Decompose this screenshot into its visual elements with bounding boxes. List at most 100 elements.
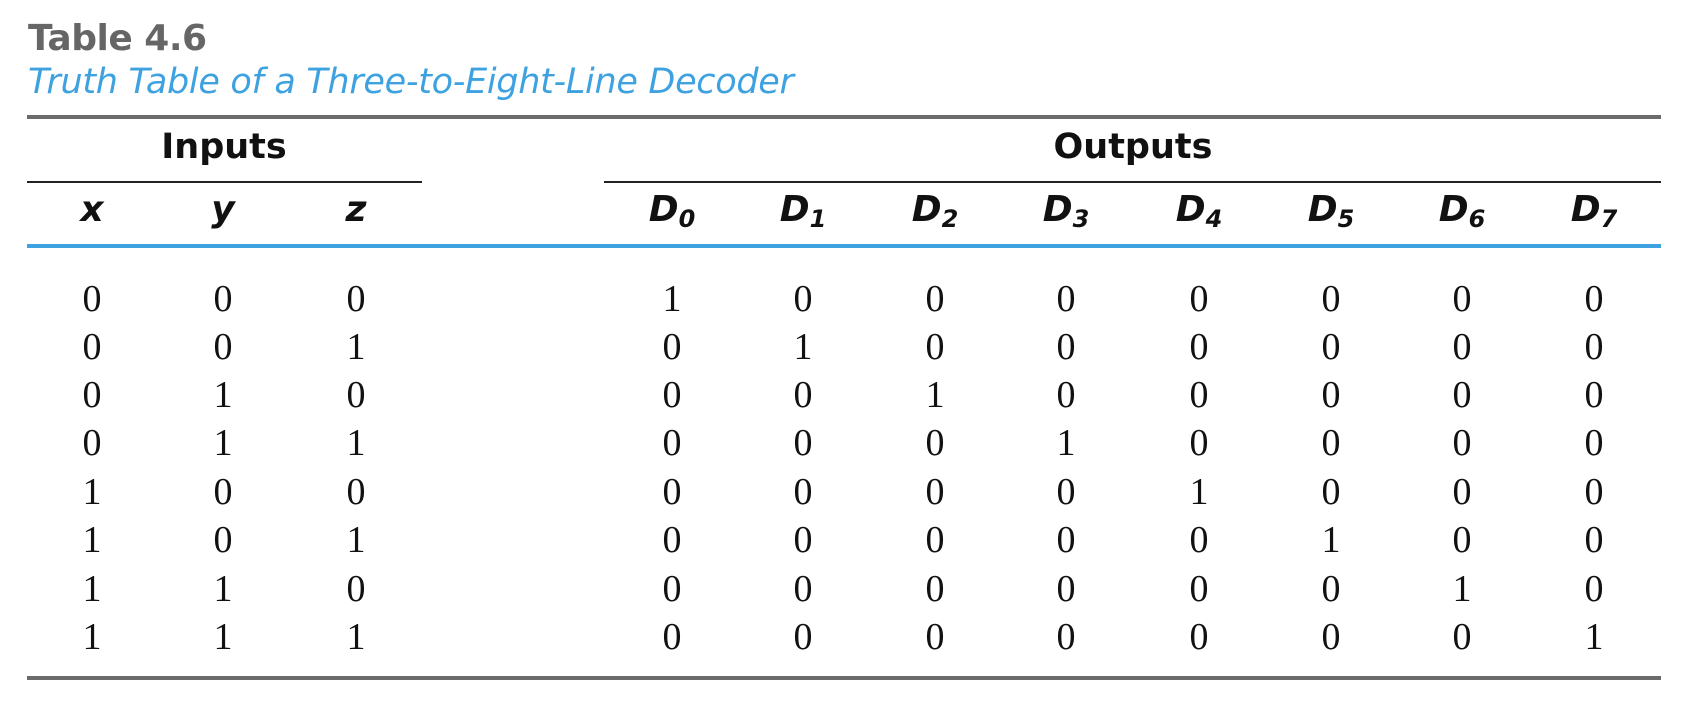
- table-cell: 1: [82, 568, 102, 610]
- column-header-name: y: [211, 189, 235, 230]
- table-cell: 0: [1321, 568, 1341, 610]
- table-cell: 1: [213, 374, 233, 416]
- table-cell: 0: [1321, 278, 1341, 320]
- table-cell: 1: [346, 616, 366, 658]
- column-header-name: D: [1175, 189, 1206, 230]
- column-header-name: D: [911, 189, 942, 230]
- table-cell: 0: [662, 326, 682, 368]
- table-cell: 0: [1584, 519, 1604, 561]
- inputs-group-header: Inputs: [161, 127, 287, 167]
- table-cell: 0: [662, 471, 682, 513]
- table-cell: 0: [1321, 374, 1341, 416]
- table-cell: 0: [662, 374, 682, 416]
- column-header-name: D: [1570, 189, 1601, 230]
- table-cell: 0: [925, 422, 945, 464]
- table-cell: 0: [1189, 278, 1209, 320]
- column-header-name: D: [1438, 189, 1469, 230]
- table-cell: 1: [1189, 471, 1209, 513]
- table-cell: 0: [925, 471, 945, 513]
- table-cell: 0: [1189, 616, 1209, 658]
- column-header-subscript: 0: [678, 205, 696, 233]
- table-cell: 0: [213, 278, 233, 320]
- column-header-d6: D6: [1438, 189, 1486, 233]
- column-header-d3: D3: [1042, 189, 1090, 233]
- table-cell: 0: [662, 568, 682, 610]
- table-cell: 0: [346, 374, 366, 416]
- table-cell: 1: [1452, 568, 1472, 610]
- column-header-d4: D4: [1175, 189, 1223, 232]
- column-header-d2: D2: [911, 189, 959, 232]
- table-cell: 0: [793, 278, 813, 320]
- table-cell: 0: [1056, 519, 1076, 561]
- table-cell: 0: [1189, 326, 1209, 368]
- column-header-name: D: [1307, 189, 1338, 230]
- table-cell: 0: [1321, 326, 1341, 368]
- table-cell: 0: [793, 422, 813, 464]
- table-cell: 0: [1584, 374, 1604, 416]
- table-cell: 0: [925, 326, 945, 368]
- table-cell: 0: [1584, 471, 1604, 513]
- table-cell: 1: [1056, 422, 1076, 464]
- table-cell: 0: [346, 278, 366, 320]
- table-cell: 0: [793, 568, 813, 610]
- table-cell: 0: [662, 616, 682, 658]
- inputs-group-rule: [27, 181, 422, 183]
- table-cell: 0: [213, 326, 233, 368]
- table-cell: 0: [1452, 519, 1472, 561]
- table-cell: 1: [82, 616, 102, 658]
- table-cell: 1: [346, 519, 366, 561]
- table-cell: 0: [213, 471, 233, 513]
- table-cell: 0: [346, 471, 366, 513]
- table-cell: 0: [82, 374, 102, 416]
- table-cell: 0: [1584, 568, 1604, 610]
- column-header-name: z: [345, 189, 367, 230]
- bottom-rule: [27, 676, 1661, 680]
- table-cell: 0: [1584, 326, 1604, 368]
- table-cell: 0: [925, 568, 945, 610]
- table-cell: 1: [346, 422, 366, 464]
- column-header-subscript: 6: [1468, 205, 1486, 233]
- table-cell: 0: [793, 616, 813, 658]
- table-cell: 0: [213, 519, 233, 561]
- table-cell: 0: [82, 278, 102, 320]
- table-cell: 1: [213, 616, 233, 658]
- table-cell: 1: [1584, 616, 1604, 658]
- table-cell: 0: [1452, 278, 1472, 320]
- table-cell: 0: [1056, 471, 1076, 513]
- table-cell: 1: [793, 326, 813, 368]
- table-cell: 0: [1189, 519, 1209, 561]
- outputs-group-rule: [604, 181, 1661, 183]
- column-header-z: z: [346, 192, 367, 228]
- table-cell: 0: [1321, 422, 1341, 464]
- table-cell: 0: [925, 519, 945, 561]
- table-cell: 0: [1452, 616, 1472, 658]
- column-header-subscript: 1: [809, 205, 827, 233]
- table-cell: 0: [346, 568, 366, 610]
- table-cell: 0: [793, 471, 813, 513]
- table-cell: 0: [1321, 471, 1341, 513]
- table-cell: 0: [1452, 422, 1472, 464]
- column-header-name: D: [1042, 189, 1073, 230]
- table-cell: 1: [213, 422, 233, 464]
- table-cell: 0: [662, 519, 682, 561]
- column-header-name: D: [648, 189, 679, 230]
- column-header-subscript: 5: [1337, 205, 1355, 233]
- table-cell: 0: [1584, 278, 1604, 320]
- table-cell: 1: [925, 374, 945, 416]
- table-cell: 0: [1452, 326, 1472, 368]
- column-header-name: D: [779, 189, 810, 230]
- column-header-x: x: [80, 192, 103, 228]
- table-cell: 0: [793, 374, 813, 416]
- table-cell: 0: [793, 519, 813, 561]
- table-cell: 0: [1056, 568, 1076, 610]
- column-header-subscript: 7: [1600, 205, 1618, 233]
- table-cell: 0: [82, 422, 102, 464]
- column-header-d0: D0: [648, 189, 696, 233]
- table-cell: 1: [82, 519, 102, 561]
- column-header-subscript: 3: [1072, 205, 1090, 233]
- table-cell: 0: [1584, 422, 1604, 464]
- table-cell: 0: [662, 422, 682, 464]
- outputs-group-header: Outputs: [1053, 127, 1213, 167]
- column-header-y: y: [211, 192, 234, 228]
- table-cell: 0: [1452, 374, 1472, 416]
